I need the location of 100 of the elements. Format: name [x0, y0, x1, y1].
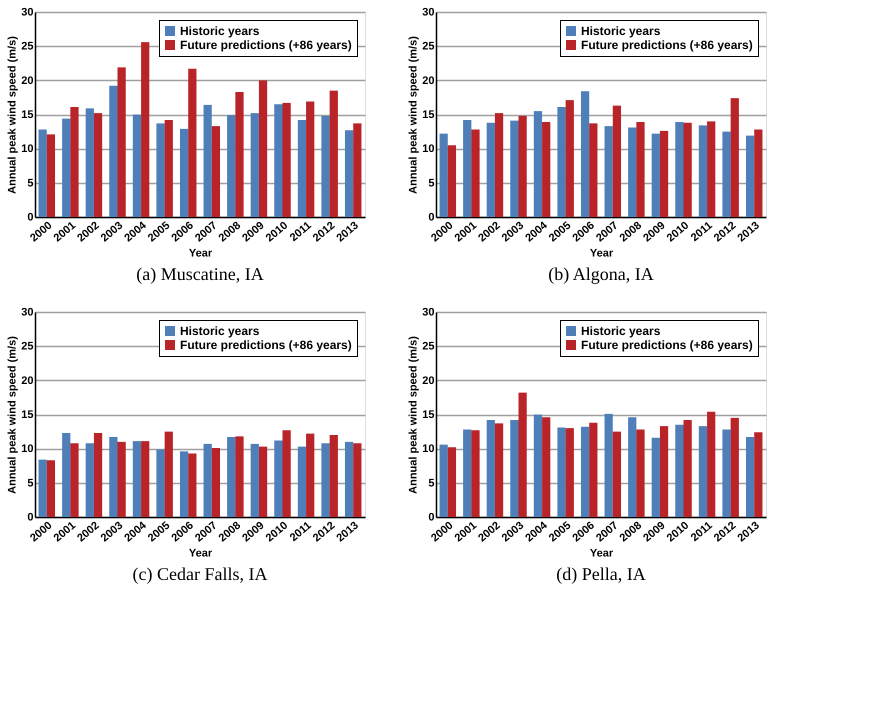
bar [730, 418, 739, 517]
bar [258, 446, 268, 517]
bar [471, 430, 480, 517]
bar [675, 424, 684, 517]
bar [282, 102, 291, 217]
text: (c) Cedar Falls, IA [132, 564, 268, 584]
bar [118, 67, 126, 217]
bar [118, 442, 126, 517]
bar [557, 427, 566, 517]
bar [306, 434, 314, 517]
bar [698, 426, 708, 517]
y-tick-label: 25 [21, 340, 34, 353]
legend-label: Future predictions (+86 years) [180, 38, 352, 52]
bar [707, 121, 716, 217]
bar [227, 437, 236, 517]
y-tick-label: 20 [422, 74, 434, 87]
bar [604, 126, 613, 217]
bar [652, 134, 660, 217]
bar [109, 86, 118, 217]
bar [46, 134, 56, 217]
y-tick-label: 30 [21, 6, 34, 18]
bar [557, 106, 566, 217]
bar [534, 111, 542, 217]
y-axis-title: Annual peak wind speed (m/s) [407, 36, 420, 194]
text: (d) Pella, IA [556, 564, 646, 584]
bar [730, 98, 739, 217]
text: (b) Algona, IA [548, 264, 654, 284]
x-axis-title: Year [590, 248, 614, 260]
bar [132, 114, 142, 217]
bar [274, 104, 282, 217]
bar [38, 130, 47, 217]
x-axis-title: Year [590, 548, 614, 560]
bar [235, 436, 244, 517]
bar [580, 426, 590, 517]
bar [164, 432, 173, 517]
y-tick-label: 0 [428, 212, 434, 224]
bar [604, 414, 613, 517]
bar [722, 430, 731, 517]
bar [580, 91, 590, 217]
y-tick-label: 0 [27, 512, 34, 524]
bar [344, 130, 354, 217]
bar [754, 432, 762, 517]
bar [212, 448, 220, 517]
y-tick-label: 5 [27, 177, 34, 190]
bar [94, 432, 102, 517]
bar [188, 68, 196, 217]
x-axis-title: Year [188, 248, 213, 260]
bar [156, 123, 165, 217]
bar [227, 115, 236, 217]
bar [188, 453, 196, 517]
bar [542, 417, 550, 517]
y-tick-label: 5 [27, 477, 34, 490]
bar [707, 412, 716, 517]
bar [212, 126, 220, 217]
bar [534, 414, 542, 517]
bar [204, 444, 212, 517]
y-tick-label: 10 [21, 143, 34, 156]
bar [156, 449, 165, 517]
bar [62, 118, 70, 217]
bar [321, 443, 330, 517]
bar [141, 441, 150, 517]
bar [258, 80, 268, 217]
bar [486, 122, 495, 217]
bar [250, 113, 259, 217]
bar [38, 460, 47, 517]
y-axis-title: Annual peak wind speed (m/s) [407, 336, 420, 494]
bar [164, 120, 173, 217]
bar [494, 113, 504, 217]
bar [675, 122, 684, 217]
bar [612, 106, 622, 217]
bar [486, 420, 495, 517]
legend-label: Historic years [581, 324, 661, 338]
bar [344, 442, 354, 517]
bar [589, 123, 598, 217]
bar [141, 42, 150, 217]
bar [250, 444, 259, 517]
legend-label: Future predictions (+86 years) [581, 338, 753, 352]
bar [754, 130, 762, 217]
bar [353, 123, 362, 217]
bar [204, 104, 212, 217]
bar [298, 120, 306, 217]
y-axis-title: Annual peak wind speed (m/s) [6, 36, 18, 194]
bar [298, 446, 306, 517]
legend-label: Historic years [180, 24, 260, 38]
y-tick-label: 30 [422, 6, 434, 18]
bar [518, 392, 527, 517]
y-tick-label: 15 [21, 409, 34, 421]
bar [330, 90, 338, 217]
legend-label: Historic years [180, 324, 260, 338]
bar [628, 417, 636, 517]
bar [70, 443, 79, 517]
bar [722, 132, 731, 217]
y-tick-label: 10 [422, 143, 434, 156]
y-tick-label: 5 [428, 177, 434, 190]
y-tick-label: 20 [422, 374, 434, 387]
legend-label: Future predictions (+86 years) [581, 38, 753, 52]
bar [566, 100, 574, 217]
bar [86, 108, 94, 217]
bar [448, 145, 456, 217]
y-tick-label: 30 [422, 306, 434, 318]
